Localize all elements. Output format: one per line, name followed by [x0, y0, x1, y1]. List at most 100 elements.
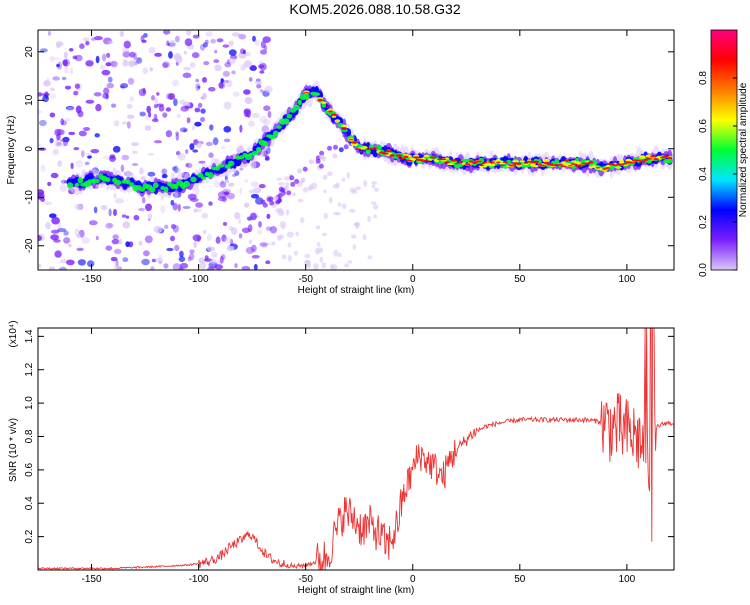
heatmap-noise-cell: [127, 77, 135, 85]
heatmap-noise-cell: [231, 227, 238, 235]
heatmap-noise-cell: [254, 80, 263, 85]
heatmap-noise-cell: [265, 260, 271, 265]
heatmap-noise-cell: [183, 50, 187, 55]
heatmap-ridge-cell: [413, 156, 420, 159]
heatmap-noise-cell: [273, 195, 279, 201]
heatmap-ridge-cell: [129, 182, 135, 187]
heatmap-noise-cell: [202, 92, 207, 100]
heatmap-noise-cell: [224, 61, 232, 68]
heatmap-noise-cell: [243, 60, 252, 68]
heatmap-noise-cell: [64, 85, 72, 90]
heatmap-noise-cell: [106, 52, 111, 58]
heatmap-ridge-cell: [328, 110, 333, 113]
heatmap-noise-cell: [62, 136, 70, 143]
heatmap-noise-cell: [178, 267, 184, 270]
heatmap-noise-cell: [113, 208, 117, 217]
heatmap-ridge-cell: [95, 178, 100, 184]
heatmap-noise-cell: [64, 65, 69, 74]
heatmap-noise-cell: [207, 266, 215, 270]
heatmap-noise-cell: [131, 163, 139, 166]
heatmap-noise-cell: [79, 43, 85, 49]
heatmap-noise-cell: [113, 192, 117, 199]
heatmap-noise-cell: [260, 40, 266, 49]
heatmap-ridge-cell: [505, 159, 512, 164]
heatmap-ridge-cell: [114, 180, 122, 185]
heatmap-ridge-cell: [533, 165, 539, 168]
heatmap-ridge-cell: [444, 161, 450, 164]
heatmap-noise-cell: [341, 203, 347, 210]
heatmap-noise-cell: [204, 39, 209, 45]
heatmap-noise-cell: [245, 51, 251, 57]
heatmap-noise-cell: [239, 124, 243, 133]
spectrogram-x-tick-label: 0: [410, 274, 416, 285]
heatmap-noise-cell: [239, 167, 244, 171]
colorbar-label: Normalized spectral amplitude: [738, 82, 749, 217]
heatmap-noise-cell: [50, 234, 59, 241]
heatmap-noise-cell: [216, 38, 224, 43]
heatmap-noise-cell: [338, 147, 344, 153]
heatmap-ridge-cell: [406, 159, 413, 162]
heatmap-noise-cell: [302, 166, 308, 172]
heatmap-ridge-cell: [351, 141, 358, 144]
heatmap-noise-cell: [319, 256, 324, 263]
heatmap-noise-cell: [138, 88, 147, 97]
heatmap-ridge-cell: [605, 167, 611, 169]
heatmap-noise-cell: [318, 163, 324, 169]
heatmap-noise-cell: [234, 263, 238, 268]
heatmap-noise-cell: [61, 76, 67, 81]
heatmap-noise-cell: [200, 108, 206, 114]
heatmap-noise-cell: [178, 256, 186, 262]
heatmap-noise-cell: [248, 120, 255, 127]
heatmap-noise-cell: [284, 176, 289, 181]
heatmap-ridge-cell: [511, 160, 520, 163]
heatmap-noise-cell: [68, 48, 74, 52]
heatmap-ridge-cell: [324, 106, 330, 108]
heatmap-noise-cell: [331, 264, 338, 270]
heatmap-ridge-cell: [602, 168, 608, 170]
heatmap-noise-cell: [174, 167, 181, 173]
heatmap-ridge-cell: [341, 128, 347, 131]
heatmap-noise-cell: [107, 76, 113, 83]
heatmap-ridge-cell: [313, 92, 321, 96]
heatmap-noise-cell: [226, 79, 233, 88]
heatmap-noise-cell: [241, 266, 251, 270]
heatmap-noise-cell: [294, 178, 300, 184]
heatmap-noise-cell: [89, 220, 98, 226]
heatmap-noise-cell: [333, 144, 338, 150]
heatmap-ridge-cell: [440, 158, 447, 161]
heatmap-ridge-cell: [321, 102, 327, 108]
heatmap-noise-cell: [130, 142, 140, 147]
heatmap-noise-cell: [247, 224, 253, 233]
heatmap-noise-cell: [202, 229, 207, 235]
heatmap-noise-cell: [127, 114, 135, 119]
heatmap-noise-cell: [63, 230, 69, 236]
spectrogram-x-label: Height of straight line (km): [298, 285, 415, 296]
heatmap-noise-cell: [186, 117, 191, 124]
heatmap-ridge-cell: [276, 125, 282, 129]
heatmap-noise-cell: [162, 62, 169, 69]
heatmap-ridge-cell: [496, 161, 501, 164]
heatmap-noise-cell: [183, 66, 192, 71]
heatmap-noise-cell: [299, 217, 305, 224]
heatmap-ridge-cell: [638, 160, 646, 163]
heatmap-noise-cell: [362, 234, 367, 241]
heatmap-noise-cell: [222, 70, 231, 77]
colorbar-tick-label: 0.2: [698, 215, 709, 229]
heatmap-noise-cell: [258, 64, 265, 69]
heatmap-noise-cell: [254, 39, 260, 47]
heatmap-ridge-cell: [170, 183, 176, 190]
heatmap-noise-cell: [66, 259, 75, 266]
heatmap-noise-cell: [292, 192, 296, 197]
heatmap-noise-cell: [138, 240, 143, 246]
heatmap-noise-cell: [38, 143, 42, 147]
heatmap-noise-cell: [200, 116, 205, 123]
colorbar-scale: [710, 29, 738, 271]
heatmap-ridge-cell: [331, 113, 337, 116]
heatmap-noise-cell: [113, 264, 121, 270]
heatmap-ridge-cell: [381, 152, 389, 155]
heatmap-noise-cell: [81, 236, 90, 244]
heatmap-noise-cell: [295, 231, 299, 237]
heatmap-noise-cell: [43, 80, 51, 87]
heatmap-noise-cell: [163, 263, 169, 269]
heatmap-noise-cell: [146, 105, 151, 114]
